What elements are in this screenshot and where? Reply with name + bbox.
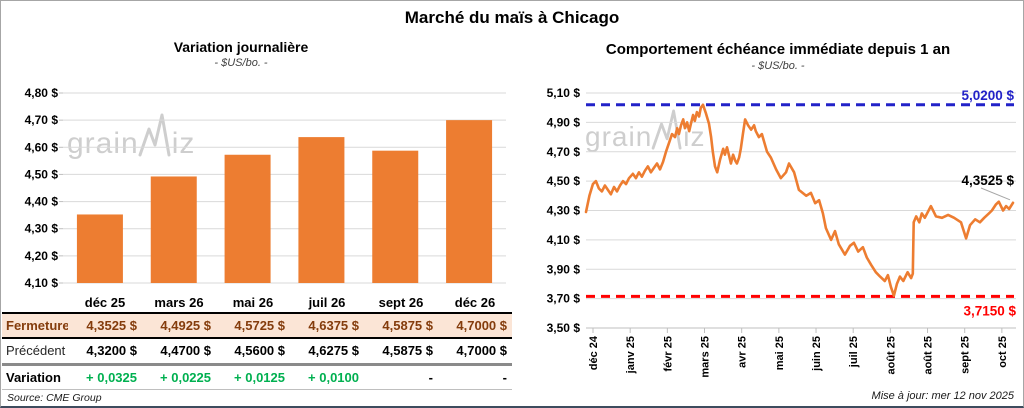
y-tick-label: 5,10 $: [547, 86, 581, 100]
bar-chart-title: Variation journalière: [173, 39, 309, 55]
value-cell: + 0,0325: [86, 369, 137, 385]
value-cell: 4,7000 $: [456, 318, 507, 333]
y-tick-label: 4,10 $: [547, 233, 581, 247]
x-tick-label: mai 25: [774, 336, 786, 370]
value-cell: 4,3200 $: [86, 343, 137, 359]
y-tick-label: 4,40 $: [25, 195, 59, 209]
one-year-line-chart: 5,10 $ 4,90 $ 4,70 $ 4,50 $ 4,30 $ 4,10 $ 3,90…: [547, 86, 1017, 378]
column-header: sept 26: [378, 295, 424, 310]
row-label: Fermeture: [6, 318, 68, 333]
source-note: Source: CME Group: [7, 392, 102, 404]
line-chart-title: Comportement échéance immédiate depuis 1…: [605, 41, 951, 58]
value-cell: 4,3525 $: [86, 318, 137, 333]
value-cell: 4,5600 $: [234, 343, 285, 359]
y-tick-label: 4,70 $: [547, 145, 581, 159]
callout-leader-line: [980, 187, 1011, 201]
value-cell: + 0,0100: [308, 369, 359, 385]
y-tick-label: 4,80 $: [25, 86, 59, 100]
value-cell: + 0,0225: [160, 369, 211, 385]
last-price-label: 4,3525 $: [961, 173, 1014, 188]
table-row-précédent: Précédent 4,3200 $ 4,4700 $ 4,5600 $ 4,6275 …: [2, 338, 512, 364]
x-tick-label: oct 25: [997, 336, 1009, 368]
update-note: Mise à jour: mer 12 nov 2025: [871, 390, 1014, 402]
y-tick-label: 4,30 $: [25, 222, 59, 236]
x-tick-label: avr 25: [737, 336, 749, 368]
table-row-variation: Variation + 0,0325 + 0,0225 + 0,0125 + 0,010…: [2, 364, 512, 389]
x-tick-label: juin 25: [811, 336, 823, 372]
value-cell: 4,4700 $: [160, 343, 211, 359]
price-series-line: [584, 103, 1015, 297]
value-cell: + 0,0125: [234, 369, 285, 385]
table-corner-cell: [2, 293, 68, 313]
bar-chart-unit-label: - $US/bo. -: [214, 57, 268, 69]
y-tick-label: 4,90 $: [547, 115, 581, 129]
daily-variation-bar-chart: 4,80 $ 4,70 $ 4,60 $ 4,50 $ 4,40 $ 4,30 $ 4,20…: [25, 86, 506, 290]
y-tick-label: 3,50 $: [547, 321, 581, 335]
y-tick-label: 4,50 $: [547, 174, 581, 188]
x-tick-label: juil 25: [848, 336, 860, 368]
line-chart-unit-label: - $US/bo. -: [751, 60, 805, 72]
y-tick-label: 4,60 $: [25, 140, 59, 154]
value-cell: 4,6375 $: [308, 318, 359, 333]
low-reference-label: 3,7150 $: [963, 303, 1016, 318]
y-tick-label: 3,90 $: [547, 262, 581, 276]
table-header-row: déc 25 mars 26 mai 26 juil 26 sept 26 déc 26: [2, 293, 512, 313]
x-tick-label: août 25: [885, 336, 897, 375]
bar-déc 25: [76, 214, 123, 283]
x-tick-label: sept 25: [960, 336, 972, 374]
bar-sept 26: [372, 150, 419, 283]
value-cell: -: [502, 369, 507, 385]
value-cell: 4,4925 $: [160, 318, 211, 333]
x-tick-label: janv 25: [625, 336, 637, 374]
y-tick-label: 3,70 $: [547, 292, 581, 306]
high-reference-label: 5,0200 $: [961, 88, 1014, 103]
x-tick-label: déc 24: [588, 335, 600, 370]
bar-juil 26: [298, 137, 345, 283]
y-tick-label: 4,10 $: [25, 276, 59, 290]
y-tick-label: 4,50 $: [25, 167, 59, 181]
x-tick-label: mars 25: [700, 336, 712, 378]
value-cell: 4,5725 $: [234, 318, 285, 333]
value-cell: 4,6275 $: [308, 343, 359, 359]
value-cell: 4,5875 $: [382, 318, 433, 333]
value-cell: 4,7000 $: [456, 343, 507, 359]
x-tick-label: août 25: [923, 336, 935, 375]
column-header: mars 26: [154, 295, 204, 310]
bar-mars 26: [150, 176, 197, 283]
row-label: Précédent: [6, 343, 66, 359]
y-tick-label: 4,70 $: [25, 113, 59, 127]
x-tick-label: févr 25: [662, 336, 674, 371]
bar-déc 26: [446, 120, 493, 283]
futures-table: déc 25 mars 26 mai 26 juil 26 sept 26 déc 26 …: [2, 293, 512, 390]
page-title: Marché du maïs à Chicago: [404, 8, 620, 27]
bar-mai 26: [224, 154, 271, 283]
column-header: mai 26: [232, 295, 274, 310]
y-tick-label: 4,30 $: [547, 204, 581, 218]
table-row-fermeture: Fermeture 4,3525 $ 4,4925 $ 4,5725 $ 4,6375 …: [2, 313, 512, 338]
column-header: déc 26: [454, 295, 496, 310]
row-label: Variation: [6, 369, 61, 385]
value-cell: 4,5875 $: [382, 343, 433, 359]
column-header: déc 25: [84, 295, 126, 310]
column-header: juil 26: [308, 295, 346, 310]
value-cell: -: [428, 369, 433, 385]
y-tick-label: 4,20 $: [25, 249, 59, 263]
